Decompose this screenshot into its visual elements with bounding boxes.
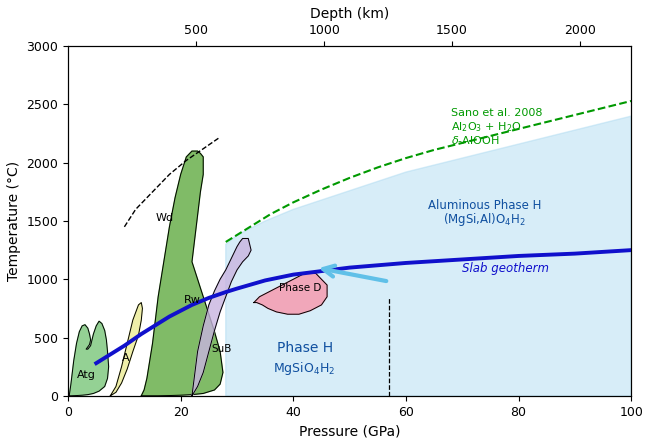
Text: Wd: Wd — [155, 213, 174, 223]
Text: Rw: Rw — [183, 295, 200, 304]
Polygon shape — [254, 273, 327, 314]
Polygon shape — [141, 151, 223, 396]
Text: Phase H: Phase H — [276, 340, 333, 355]
Text: Aluminous Phase H: Aluminous Phase H — [428, 199, 541, 212]
Text: Sano et al. 2008: Sano et al. 2008 — [451, 108, 543, 118]
Text: (MgSi,Al)O$_4$H$_2$: (MgSi,Al)O$_4$H$_2$ — [443, 211, 526, 228]
Text: Phase D: Phase D — [280, 283, 322, 293]
Text: SuB: SuB — [212, 344, 232, 353]
Polygon shape — [111, 303, 142, 396]
X-axis label: Pressure (GPa): Pressure (GPa) — [299, 424, 400, 438]
Text: Atg: Atg — [77, 370, 96, 380]
X-axis label: Depth (km): Depth (km) — [310, 7, 389, 21]
Polygon shape — [69, 321, 109, 396]
Text: MgSiO$_4$H$_2$: MgSiO$_4$H$_2$ — [274, 360, 335, 377]
Polygon shape — [226, 116, 631, 396]
Text: Slab geotherm: Slab geotherm — [462, 262, 549, 275]
Text: Al$_2$O$_3$ + H$_2$O: Al$_2$O$_3$ + H$_2$O — [451, 120, 521, 134]
Text: A: A — [122, 353, 129, 363]
Y-axis label: Temperature (°C): Temperature (°C) — [7, 161, 21, 281]
Text: $\delta$-AlOOH: $\delta$-AlOOH — [451, 134, 499, 146]
Polygon shape — [192, 239, 251, 396]
